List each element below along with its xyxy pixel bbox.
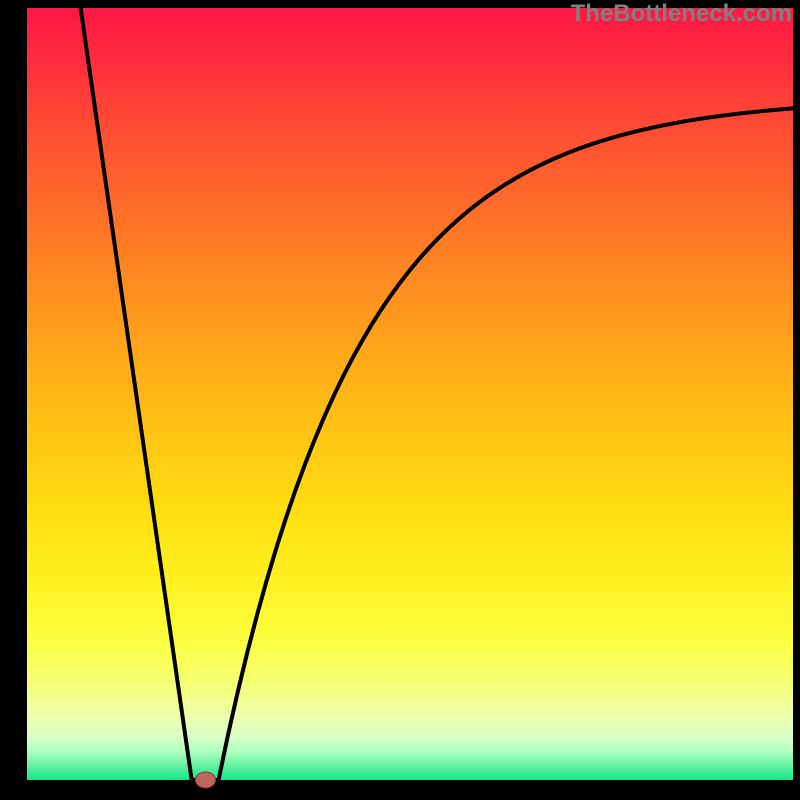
minimum-marker	[195, 772, 215, 788]
watermark-text: TheBottleneck.com	[571, 0, 792, 28]
chart-overlay	[0, 0, 800, 800]
chart-container: TheBottleneck.com	[0, 0, 800, 800]
bottleneck-curve	[81, 8, 793, 780]
